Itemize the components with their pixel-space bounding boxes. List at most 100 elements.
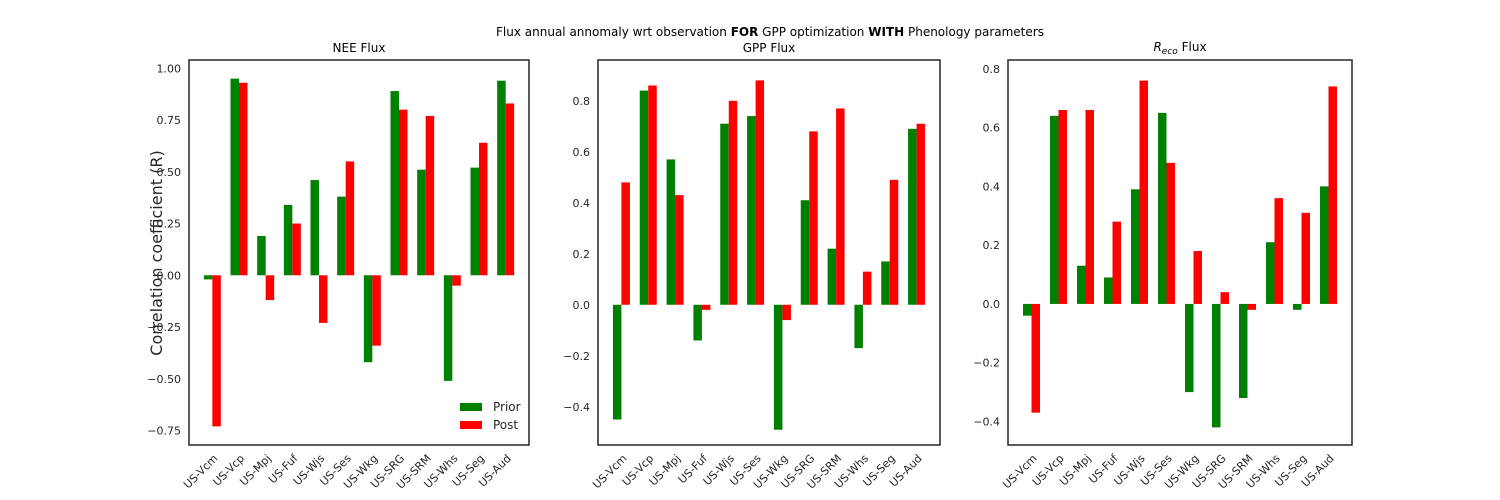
bar-prior-us-vcp xyxy=(639,90,649,305)
bar-prior-us-ses xyxy=(747,116,756,305)
bar-prior-us-srg xyxy=(800,200,810,305)
y-tick-label: −0.4 xyxy=(973,415,1000,428)
bar-post-us-wjs xyxy=(1139,80,1148,304)
bar-prior-us-fuf xyxy=(693,304,702,341)
y-tick-label: 1.00 xyxy=(157,62,182,75)
bar-post-us-srg xyxy=(1220,292,1229,304)
bar-post-us-aud xyxy=(1328,86,1337,304)
bar-post-us-vcp xyxy=(239,82,248,276)
bar-post-us-seg xyxy=(479,142,488,276)
bar-prior-us-ses xyxy=(1158,112,1167,304)
y-tick-label: −0.4 xyxy=(563,401,590,414)
bar-prior-us-mpj xyxy=(1077,265,1086,304)
reco-flux-title: Reco Flux xyxy=(1153,40,1206,57)
figure-suptitle: Flux annual annomaly wrt observation FOR… xyxy=(496,25,1044,39)
bar-prior-us-vcm xyxy=(1023,303,1032,316)
x-tick-label: US-Vcm xyxy=(1000,452,1039,491)
bar-prior-us-fuf xyxy=(1104,277,1113,304)
suptitle-part-1: Flux annual annomaly wrt observation xyxy=(496,25,731,39)
y-tick-label: −0.25 xyxy=(147,321,181,334)
bar-post-us-aud xyxy=(916,123,926,305)
y-tick-label: 0.25 xyxy=(157,218,182,231)
y-tick-label: 0.75 xyxy=(157,114,182,127)
nee-flux-title: NEE Flux xyxy=(333,41,386,55)
bar-prior-us-mpj xyxy=(666,159,676,305)
y-axis-label: Correlation coefficient (R) xyxy=(147,150,166,355)
y-tick-label: 0.6 xyxy=(983,122,1001,135)
panel-nee-flux: NEE Flux −0.75 −0.50 −0.25 0.00 0.25 0.50 0.75… xyxy=(147,41,530,492)
panel-gpp-flux: GPP Flux −0.4−0.20.00.20.40.60.8US-VcmUS… xyxy=(563,41,941,492)
bar-prior-us-srm xyxy=(1239,303,1248,398)
reco-title-subscript: eco xyxy=(1162,47,1178,57)
y-tick-label: 0.2 xyxy=(573,248,591,261)
bar-prior-us-fuf xyxy=(283,204,293,276)
bar-post-us-srm xyxy=(425,115,435,276)
bar-prior-us-wkg xyxy=(1185,303,1194,393)
bar-prior-us-wkg xyxy=(363,275,373,363)
y-tick-label: 0.8 xyxy=(983,63,1001,76)
bar-prior-us-srg xyxy=(390,91,399,276)
bar-prior-us-wkg xyxy=(773,304,783,430)
suptitle-part-for: FOR xyxy=(731,25,759,39)
bar-post-us-srm xyxy=(1247,303,1256,310)
x-tick-label: US-Vcm xyxy=(181,452,220,491)
bar-prior-us-wjs xyxy=(720,123,729,305)
bar-post-us-whs xyxy=(452,275,461,286)
bar-post-us-vcm xyxy=(212,275,221,427)
y-tick-label: 0.4 xyxy=(983,180,1001,193)
y-tick-label: 0.4 xyxy=(573,197,591,210)
bar-post-us-vcp xyxy=(648,85,657,305)
bar-post-us-vcp xyxy=(1058,109,1067,304)
bar-prior-us-seg xyxy=(470,167,479,276)
suptitle-part-2: GPP optimization xyxy=(758,25,868,39)
bar-post-us-wjs xyxy=(319,275,328,323)
y-tick-label: 0.0 xyxy=(573,299,591,312)
reco-title-main: R xyxy=(1153,40,1161,54)
y-tick-label: 0.50 xyxy=(157,166,182,179)
bar-post-us-whs xyxy=(862,271,872,305)
gpp-flux-title: GPP Flux xyxy=(743,41,796,55)
axes-frame xyxy=(597,59,941,446)
bar-post-us-srg xyxy=(399,109,408,276)
bar-prior-us-vcp xyxy=(230,78,239,276)
bar-post-us-aud xyxy=(505,103,515,276)
bar-post-us-ses xyxy=(755,80,765,305)
legend-swatch-post xyxy=(460,421,482,429)
bar-prior-us-mpj xyxy=(257,235,266,276)
bar-prior-us-wjs xyxy=(1131,189,1140,304)
bar-prior-us-seg xyxy=(1293,303,1302,310)
bar-post-us-seg xyxy=(889,179,899,305)
bar-prior-us-aud xyxy=(1320,186,1329,304)
suptitle-part-with: WITH xyxy=(868,25,904,39)
bar-post-us-whs xyxy=(1274,198,1283,304)
bar-post-us-wkg xyxy=(782,304,791,321)
bar-prior-us-srm xyxy=(827,248,837,305)
legend-label-post: Post xyxy=(493,418,518,432)
bar-post-us-ses xyxy=(1166,162,1175,304)
reco-title-rest: Flux xyxy=(1178,40,1207,54)
bar-post-us-fuf xyxy=(292,223,301,276)
bar-post-us-mpj xyxy=(265,275,275,301)
y-tick-label: 0.6 xyxy=(573,146,591,159)
bar-post-us-mpj xyxy=(1085,109,1094,304)
y-tick-label: −0.75 xyxy=(147,425,181,438)
bar-prior-us-vcp xyxy=(1050,115,1059,304)
legend-label-prior: Prior xyxy=(493,400,521,414)
y-tick-label: 0.2 xyxy=(983,239,1001,252)
bar-prior-us-whs xyxy=(854,304,863,349)
bar-prior-us-vcm xyxy=(612,304,622,420)
axes-frame xyxy=(188,59,530,446)
bar-prior-us-aud xyxy=(908,128,917,305)
bar-post-us-vcm xyxy=(1031,303,1040,413)
bar-prior-us-whs xyxy=(1266,242,1275,304)
bar-post-us-wkg xyxy=(372,275,381,346)
bar-prior-us-srg xyxy=(1212,303,1221,428)
bar-post-us-vcm xyxy=(621,182,630,305)
bar-post-us-srm xyxy=(836,108,845,305)
bar-post-us-fuf xyxy=(1112,221,1121,304)
y-tick-label: 0.00 xyxy=(157,269,182,282)
y-tick-label: −0.2 xyxy=(973,357,1000,370)
bar-post-us-seg xyxy=(1301,212,1310,304)
y-tick-label: −0.50 xyxy=(147,373,181,386)
